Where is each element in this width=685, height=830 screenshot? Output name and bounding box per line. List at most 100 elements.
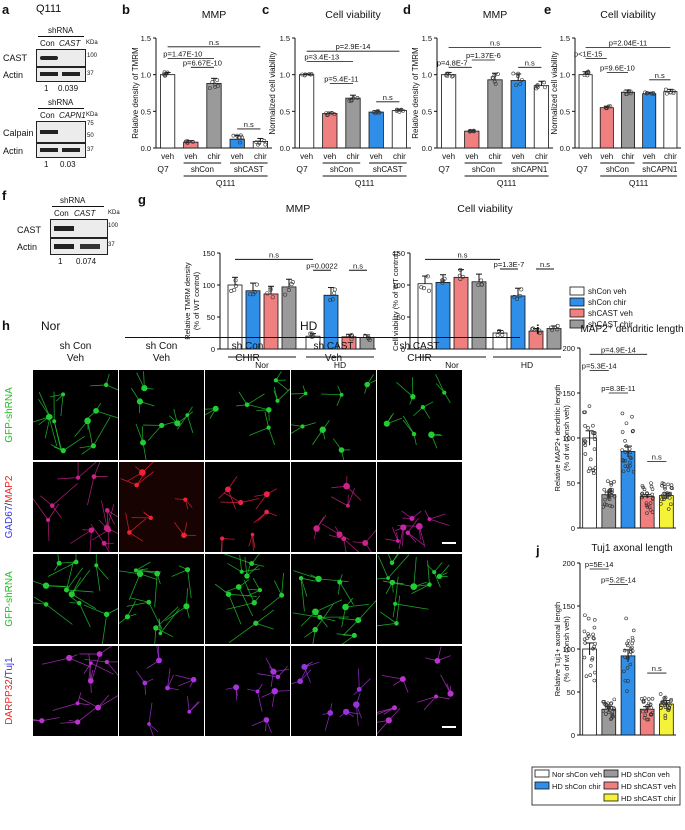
cell-body: [133, 568, 139, 573]
micrograph-tile: [205, 646, 290, 736]
data-point-j: [604, 702, 609, 707]
data-point-d: [518, 82, 523, 86]
p-value-label-i: p=8.3E-11: [601, 384, 635, 393]
neurite: [44, 416, 51, 439]
y-axis-label-g-left: Relative TMRM density: [183, 262, 192, 340]
cell-body: [264, 509, 270, 515]
legend-g-label: shCon chir: [588, 298, 627, 307]
p-value-label-g-left: n.s: [353, 261, 363, 270]
data-point-i: [604, 491, 609, 496]
data-point-j: [647, 701, 651, 706]
bar-i-4: [659, 495, 674, 529]
data-point-i: [609, 482, 614, 487]
neurite: [264, 411, 270, 428]
neurite: [95, 565, 101, 592]
data-point-i: [593, 466, 598, 470]
neurite: [392, 603, 396, 618]
cell-body: [140, 439, 146, 446]
data-point-b: [191, 139, 195, 144]
data-point-d: [516, 71, 521, 76]
data-point-g-right: [537, 328, 542, 333]
cell-body: [146, 599, 152, 605]
neurite: [33, 416, 50, 423]
bar-e-3: [642, 93, 657, 149]
data-point-j: [590, 657, 594, 662]
cell-body: [436, 573, 443, 580]
micrograph-tile: [205, 370, 290, 460]
data-point-j: [625, 641, 629, 646]
y-tick-label-b: 0.5: [141, 107, 151, 116]
bar-d-0: [441, 74, 457, 149]
neurite: [407, 532, 425, 546]
y-axis-label-j: (% of wt consh veh): [562, 616, 571, 682]
data-point-g-left: [366, 336, 371, 341]
neurite: [155, 627, 174, 638]
blot1-ratio-con: 1: [44, 84, 49, 93]
neurite: [299, 663, 310, 682]
neurite: [402, 527, 404, 547]
y-tick-label-g-right: 150: [392, 249, 405, 258]
neurite: [51, 505, 62, 519]
data-point-i: [649, 481, 653, 485]
cell-body: [74, 719, 81, 725]
group-label-b: shCon: [191, 165, 214, 174]
blot2-protein: Calpain I: [3, 128, 39, 138]
data-point-i: [663, 485, 667, 489]
micrograph-tile: [33, 462, 118, 552]
data-point-c: [307, 72, 312, 77]
neurite: [60, 394, 64, 417]
data-point-i: [660, 483, 664, 488]
data-point-i: [588, 466, 592, 471]
micrograph-tile: [291, 554, 376, 644]
data-point-g-right: [421, 286, 426, 291]
data-point-b: [263, 142, 268, 147]
blot-f-shrna-label: shRNA: [60, 196, 86, 205]
neurite: [160, 608, 180, 634]
data-point-j: [593, 670, 597, 675]
blot2-lane-con: Con: [40, 111, 55, 120]
legend-ij-label: HD shCAST chir: [621, 794, 676, 803]
neurite: [129, 532, 144, 542]
neurite: [273, 386, 278, 401]
data-point-g-left: [366, 336, 371, 341]
data-point-c: [325, 113, 330, 117]
chart-title-i: MAP2⁺ dendritic length: [580, 324, 683, 335]
x-tick-label-c: veh: [323, 152, 336, 161]
neurite: [262, 594, 282, 611]
data-point-c: [308, 72, 313, 77]
blot-f-marker-37: 37: [108, 242, 115, 248]
cell-body: [39, 718, 45, 724]
neurite: [189, 701, 200, 713]
data-point-i: [645, 494, 650, 498]
neurite: [97, 695, 118, 708]
cell-body: [341, 536, 347, 542]
neurite: [318, 578, 349, 583]
group-label-g-right: HD: [521, 360, 533, 370]
y-tick-label-d: 1.0: [422, 71, 432, 80]
data-point-e: [649, 91, 654, 96]
blot-f-ratio-cast: 0.074: [76, 257, 97, 266]
data-point-i: [620, 448, 624, 452]
data-point-g-right: [441, 278, 446, 283]
neurite: [45, 604, 73, 625]
micrograph-cells: [33, 646, 118, 725]
scale-bar: [442, 542, 456, 544]
data-point-b: [231, 133, 236, 138]
neurite: [248, 404, 269, 411]
cell-body: [355, 617, 362, 624]
cell-body: [303, 391, 308, 396]
data-point-i: [624, 421, 629, 426]
data-point-j: [667, 706, 672, 710]
data-point-g-right: [550, 328, 555, 333]
data-point-j: [643, 713, 648, 718]
cell-body: [159, 422, 165, 429]
cell-body: [420, 405, 426, 410]
data-point-i: [648, 501, 653, 505]
neurite: [40, 495, 53, 506]
x-tick-label-c: veh: [370, 152, 383, 161]
data-point-j: [669, 697, 673, 702]
data-point-d: [534, 84, 539, 88]
data-point-i: [593, 434, 597, 438]
x-tick-label-b: chir: [254, 152, 267, 161]
data-point-d: [451, 74, 455, 78]
